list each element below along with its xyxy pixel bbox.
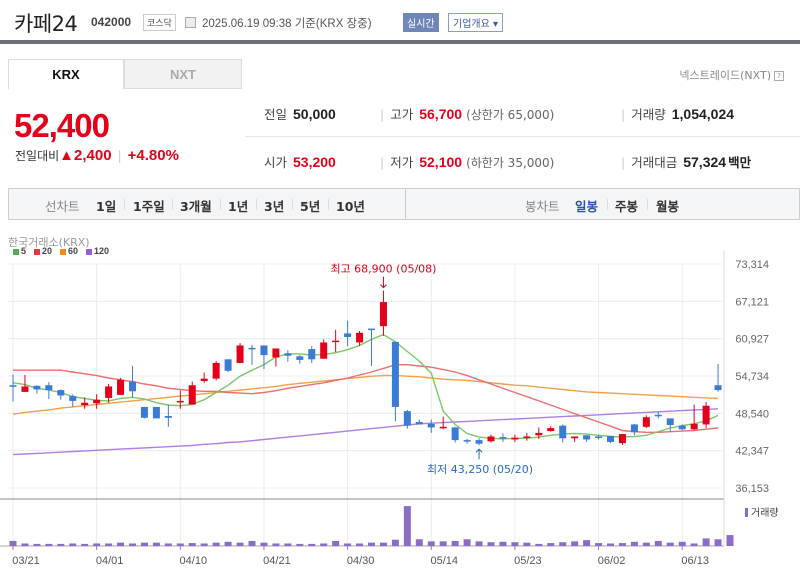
low-label: 저가	[390, 155, 414, 170]
high-price: | 고가 56,700 (상한가 65,000)	[380, 106, 555, 122]
x-tick-label: 05/23	[514, 555, 542, 567]
y-tick-label: 48,540	[735, 408, 769, 420]
open-label: 시가	[264, 155, 288, 170]
high-value: 56,700	[419, 106, 463, 122]
quote-datetime: 2025.06.19 09:38 기준(KRX 장중)	[202, 18, 372, 30]
help-icon[interactable]: ?	[774, 71, 784, 81]
line-chart-label: 선차트	[45, 199, 80, 214]
low-price: | 저가 52,100 (하한가 35,000)	[380, 154, 555, 170]
chart-source: 한국거래소(KRX)	[8, 236, 90, 249]
trade-value-info: | 거래대금 57,324 백만	[621, 154, 752, 170]
prev-close-label: 전일	[264, 107, 288, 122]
x-tick-label: 04/01	[96, 555, 124, 567]
period-1y[interactable]: 1년	[228, 199, 249, 214]
x-tick-label: 05/14	[430, 555, 458, 567]
candle-chart-label: 봉차트	[525, 199, 560, 214]
tab-krx[interactable]: KRX	[8, 59, 124, 89]
trade-value: 57,324	[683, 154, 727, 170]
period-3y[interactable]: 3년	[264, 199, 285, 214]
tab-nxt[interactable]: NXT	[124, 59, 242, 89]
y-tick-label: 54,734	[735, 371, 769, 383]
legend-ma5: 5	[13, 246, 26, 256]
change-percent: +4.80%	[127, 147, 179, 164]
market-badge: 코스닥	[143, 14, 176, 31]
open-price: 시가 53,200	[264, 152, 336, 171]
low-value: 52,100	[419, 154, 463, 170]
change-value: ▲2,400	[59, 147, 112, 164]
prev-close: 전일 50,000	[264, 104, 336, 123]
legend-ma60: 60	[60, 246, 78, 256]
low-annotation: 최저 43,250 (05/20)	[427, 463, 533, 476]
trade-value-unit: 백만	[728, 156, 752, 170]
candle-daily[interactable]: 일봉	[575, 199, 599, 214]
x-tick-label: 04/30	[347, 555, 375, 567]
nxt-info-link[interactable]: 넥스트레이드(NXT)?	[679, 67, 784, 83]
stock-code: 042000	[91, 15, 132, 29]
upper-limit: (상한가 65,000)	[466, 108, 555, 122]
period-3m[interactable]: 3개월	[180, 199, 212, 214]
stock-name: 카페24	[14, 12, 78, 36]
volume-info: | 거래량 1,054,024	[621, 106, 735, 122]
y-tick-label: 73,314	[735, 259, 769, 271]
chart-period-bar: 선차트 1일 1주일 3개월 1년 3년 5년 10년 봉차트 일봉 주봉 월봉	[8, 188, 800, 220]
volume-label: 거래량	[631, 107, 666, 122]
candlestick-chart[interactable]: 73,314 67,121 60,927 54,734 48,540 42,347 36,1…	[0, 250, 800, 574]
calendar-icon	[185, 17, 196, 28]
nxt-link-label: 넥스트레이드(NXT)	[679, 69, 771, 82]
period-5y[interactable]: 5년	[300, 199, 321, 214]
x-tick-label: 04/10	[180, 555, 208, 567]
open-value: 53,200	[293, 154, 336, 170]
realtime-button[interactable]: 실시간	[403, 13, 439, 32]
period-10y[interactable]: 10년	[336, 199, 365, 214]
company-overview-button[interactable]: 기업개요 ▾	[448, 13, 503, 32]
lower-limit: (하한가 35,000)	[466, 156, 555, 170]
ma-legend: 5 20 60 120	[13, 246, 109, 256]
candle-weekly[interactable]: 주봉	[615, 199, 639, 214]
y-tick-label: 36,153	[735, 483, 769, 495]
period-1d[interactable]: 1일	[96, 199, 117, 214]
period-1w[interactable]: 1주일	[133, 199, 165, 214]
page-header: 카페24 042000 코스닥 2025.06.19 09:38 기준(KRX …	[0, 0, 800, 44]
info-divider	[245, 136, 800, 137]
y-tick-label: 42,347	[735, 446, 769, 458]
y-tick-label: 67,121	[735, 296, 769, 308]
legend-ma120: 120	[86, 246, 109, 256]
trade-value-label: 거래대금	[631, 155, 678, 170]
x-tick-label: 03/21	[12, 555, 40, 567]
legend-ma20: 20	[34, 246, 52, 256]
prev-close-value: 50,000	[293, 106, 336, 122]
current-price: 52,400	[14, 107, 110, 144]
volume-legend: 거래량	[751, 507, 779, 519]
high-label: 고가	[390, 107, 414, 122]
x-tick-label: 06/02	[598, 555, 626, 567]
volume-value: 1,054,024	[671, 106, 735, 122]
candle-monthly[interactable]: 월봉	[656, 199, 680, 214]
high-annotation: 최고 68,900 (05/08)	[330, 263, 436, 276]
y-tick-label: 60,927	[735, 334, 769, 346]
change-label: 전일대비	[15, 149, 60, 163]
x-tick-label: 06/13	[681, 555, 709, 567]
x-tick-label: 04/21	[263, 555, 291, 567]
price-change: 전일대비▲2,400 | +4.80%	[15, 147, 179, 164]
